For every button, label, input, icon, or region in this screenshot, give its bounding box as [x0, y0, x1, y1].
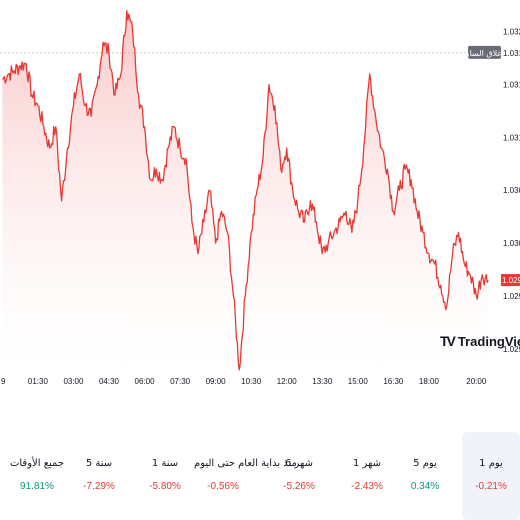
x-tick-label: 09:00 [206, 377, 227, 386]
period-label: 5 سنة [85, 458, 113, 469]
x-tick-label: 15:00 [348, 377, 369, 386]
period-change-value: 91.81% [20, 481, 54, 492]
previous-close-badge [468, 45, 501, 59]
chart-svg[interactable]: 1.02900 1.02950 1.03000 1.03050 1.03100 1.031… [0, 0, 520, 390]
last-price-label: 1.02965 [502, 276, 520, 285]
period-change-value: -7.29% [83, 481, 115, 492]
period-tab-0[interactable]: 1 يوم -0.21% [462, 432, 520, 520]
x-tick-label: 07:30 [170, 377, 191, 386]
y-tick-label: 1.03050 [503, 186, 520, 195]
period-change-value: -0.56% [207, 481, 239, 492]
period-performance-bar: 1 يوم -0.21% 5 يوم 0.34% 1 شهر -2.43% 6 شهر -5.… [0, 432, 520, 520]
period-label: 1 يوم [479, 458, 503, 469]
previous-close-label: الإغلاق السابق [461, 49, 509, 59]
y-tick-label: 1.03150 [503, 81, 520, 90]
period-change-value: -5.26% [283, 481, 315, 492]
y-tick-label: 1.02900 [503, 345, 520, 354]
previous-close-value: 1.03180 [503, 49, 520, 58]
period-tab-1[interactable]: 5 يوم 0.34% [396, 432, 454, 520]
x-tick-label: 01:30 [28, 377, 49, 386]
period-label: 1 شهر [352, 458, 382, 469]
period-tab-5[interactable]: 1 سنة -5.80% [136, 432, 194, 520]
y-tick-label: 1.03200 [503, 28, 520, 37]
period-change-value: -0.21% [475, 481, 507, 492]
tradingview-logo: TV TradingView [440, 333, 520, 349]
period-tab-7[interactable]: جميع الأوقات 91.81% [8, 432, 66, 520]
tradingview-logo-text: TradingView [457, 333, 520, 349]
y-tick-label: 1.03100 [503, 133, 520, 142]
x-tick-label: 9 [1, 377, 6, 386]
price-line [2, 9, 489, 371]
period-change-value: -5.80% [149, 481, 181, 492]
x-tick-label: 04:30 [99, 377, 120, 386]
period-label: 6 شهر [284, 458, 314, 469]
period-change-value: -2.43% [351, 481, 383, 492]
period-label: 5 يوم [413, 458, 437, 469]
x-tick-label: 16:30 [383, 377, 404, 386]
last-price-badge [501, 274, 520, 287]
price-chart[interactable]: 1.02900 1.02950 1.03000 1.03050 1.03100 1.031… [0, 0, 520, 390]
x-tick-label: 20:00 [466, 377, 487, 386]
period-tab-6[interactable]: 5 سنة -7.29% [70, 432, 128, 520]
x-tick-label: 10:30 [241, 377, 262, 386]
tradingview-logo-icon: TV [440, 333, 456, 349]
y-tick-label: 1.02950 [503, 292, 520, 301]
period-tab-4[interactable]: منذ بداية العام حتى اليوم -0.56% [194, 432, 297, 520]
x-tick-label: 18:00 [419, 377, 440, 386]
period-label: جميع الأوقات [9, 458, 65, 469]
y-tick-label: 1.03000 [503, 239, 520, 248]
period-tab-3[interactable]: 6 شهر -5.26% [270, 432, 328, 520]
period-label: 1 سنة [151, 458, 179, 469]
x-tick-label: 12:00 [277, 377, 298, 386]
period-label: منذ بداية العام حتى اليوم [194, 458, 297, 469]
price-area-fill [2, 10, 489, 372]
x-tick-label: 06:00 [135, 377, 156, 386]
x-tick-label: 03:00 [63, 377, 84, 386]
period-tab-2[interactable]: 1 شهر -2.43% [338, 432, 396, 520]
x-tick-label: 13:30 [312, 377, 333, 386]
period-change-value: 0.34% [410, 481, 440, 492]
